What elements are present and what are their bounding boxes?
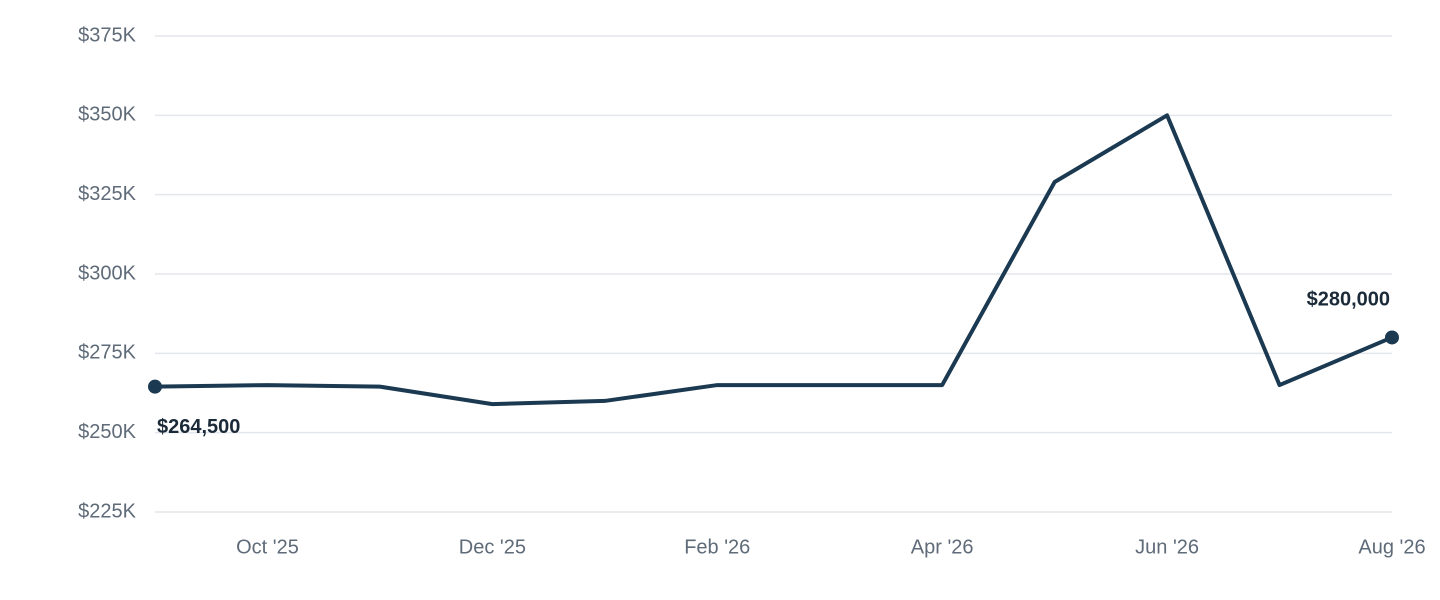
x-tick-label: Oct '25 xyxy=(236,536,299,558)
y-tick-label: $275K xyxy=(78,342,136,364)
y-tick-label: $350K xyxy=(78,104,136,126)
line xyxy=(154,113,1393,407)
y-tick-label: $225K xyxy=(78,500,136,522)
y-tick-label: $325K xyxy=(78,183,136,205)
x-tick-label: Feb '26 xyxy=(684,536,750,558)
y-tick-label: $300K xyxy=(78,262,136,284)
x-tick-label: Dec '25 xyxy=(459,536,526,558)
value-label: $264,500 xyxy=(157,416,240,438)
point xyxy=(1385,330,1399,345)
value-label: $280,000 xyxy=(1307,289,1390,311)
y-tick-label: $375K xyxy=(78,24,136,46)
x-tick-label: Aug '26 xyxy=(1358,536,1425,558)
point xyxy=(148,379,162,394)
y-tick-label: $250K xyxy=(78,421,136,443)
x-tick-label: Jun '26 xyxy=(1135,536,1199,558)
x-tick-label: Apr '26 xyxy=(911,536,974,558)
